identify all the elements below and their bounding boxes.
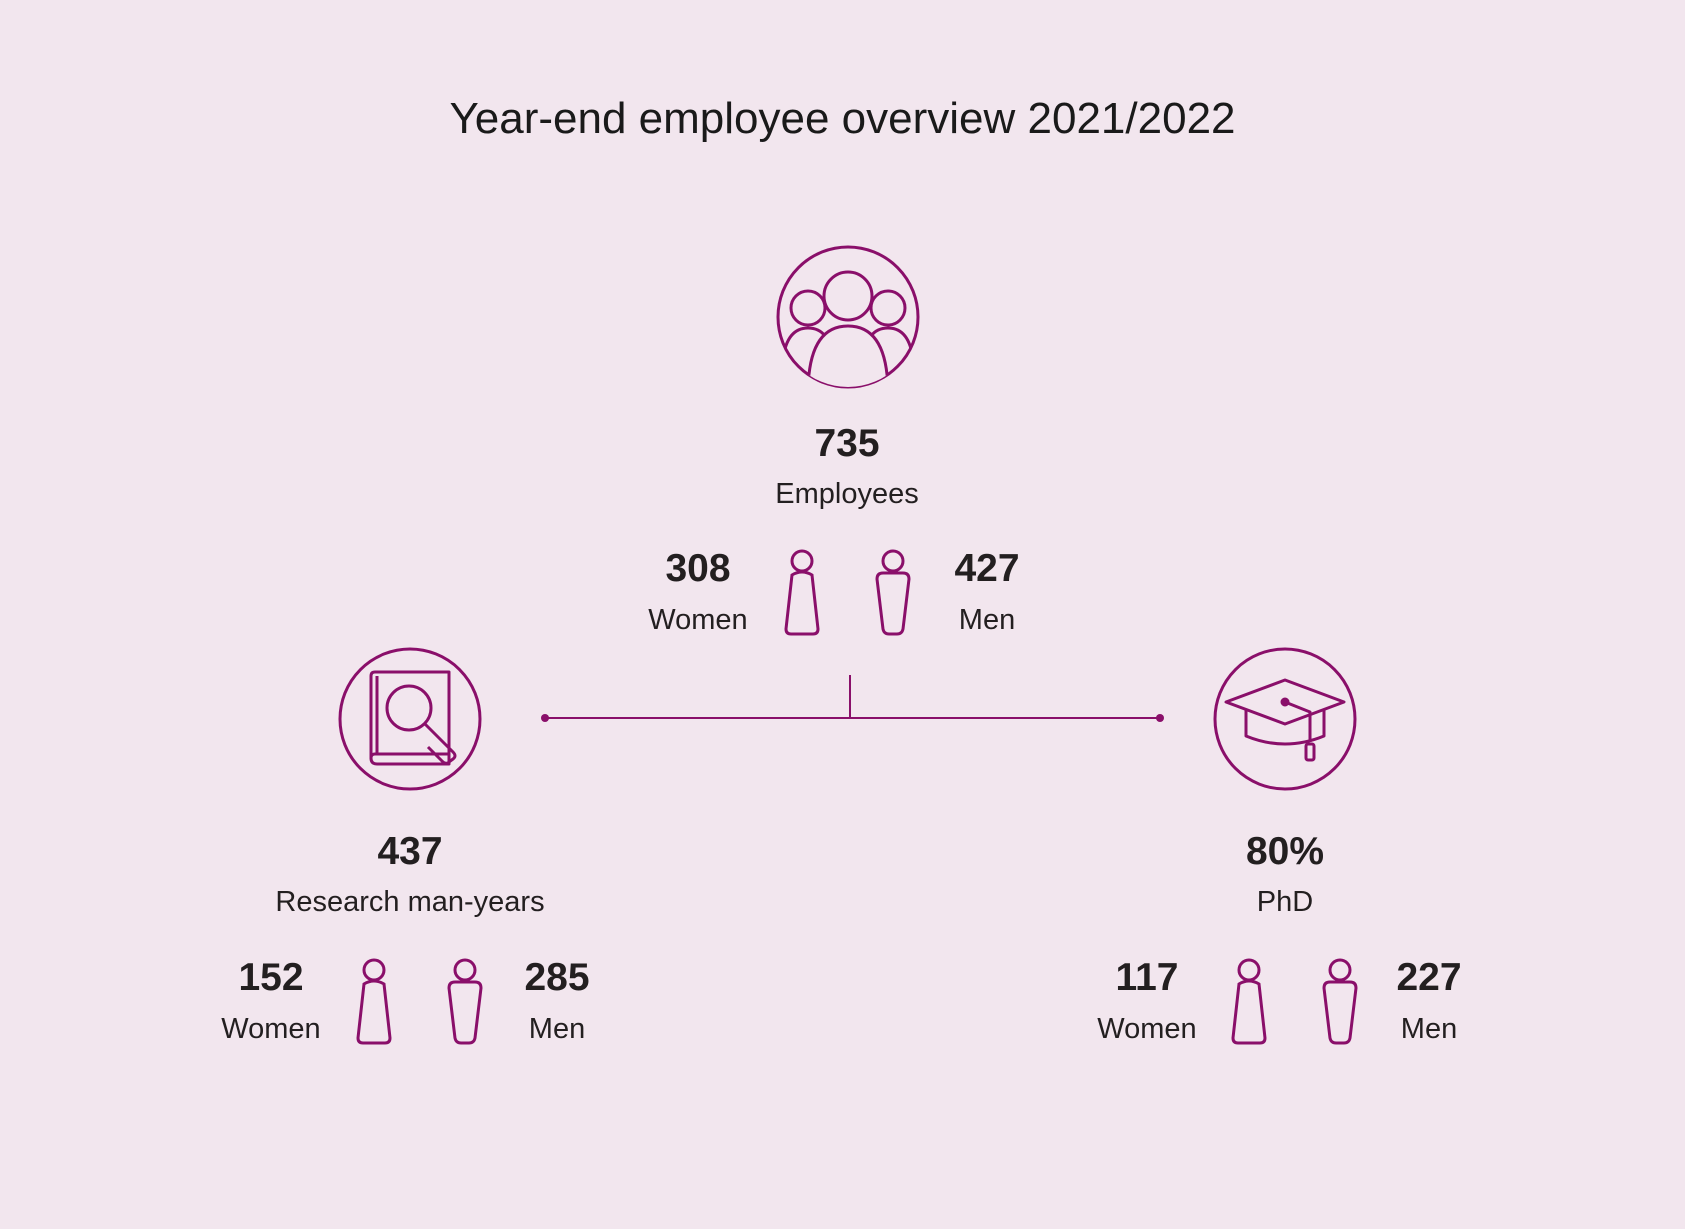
page-title: Year-end employee overview 2021/2022 [449, 94, 1236, 143]
man-icon [447, 958, 483, 1045]
woman-icon [784, 549, 820, 636]
connector-right-dot [1156, 714, 1164, 722]
employees-label: Employees [775, 478, 919, 510]
employees-men-label: Men [958, 604, 1016, 636]
phd-men-value: 227 [1396, 956, 1462, 999]
book-magnifier-icon [338, 647, 482, 791]
phd-women-value: 117 [1115, 956, 1179, 999]
man-icon [1322, 958, 1358, 1045]
employees-total: 735 [814, 422, 880, 465]
research-label: Research man-years [275, 886, 545, 918]
phd-men-label: Men [1400, 1013, 1458, 1045]
research-total: 437 [377, 830, 443, 873]
research-women-label: Women [221, 1013, 321, 1045]
research-men-value: 285 [524, 956, 590, 999]
graduation-cap-icon [1213, 647, 1357, 791]
group-icon [776, 245, 920, 389]
woman-icon [356, 958, 392, 1045]
employees-women-value: 308 [665, 547, 731, 590]
phd-label: PhD [1256, 886, 1314, 918]
employees-men-value: 427 [954, 547, 1020, 590]
research-men-label: Men [528, 1013, 586, 1045]
connector-left-dot [541, 714, 549, 722]
phd-women-label: Women [1097, 1013, 1197, 1045]
woman-icon [1231, 958, 1267, 1045]
research-women-value: 152 [238, 956, 304, 999]
phd-total: 80% [1245, 830, 1325, 873]
employees-women-label: Women [648, 604, 748, 636]
man-icon [875, 549, 911, 636]
